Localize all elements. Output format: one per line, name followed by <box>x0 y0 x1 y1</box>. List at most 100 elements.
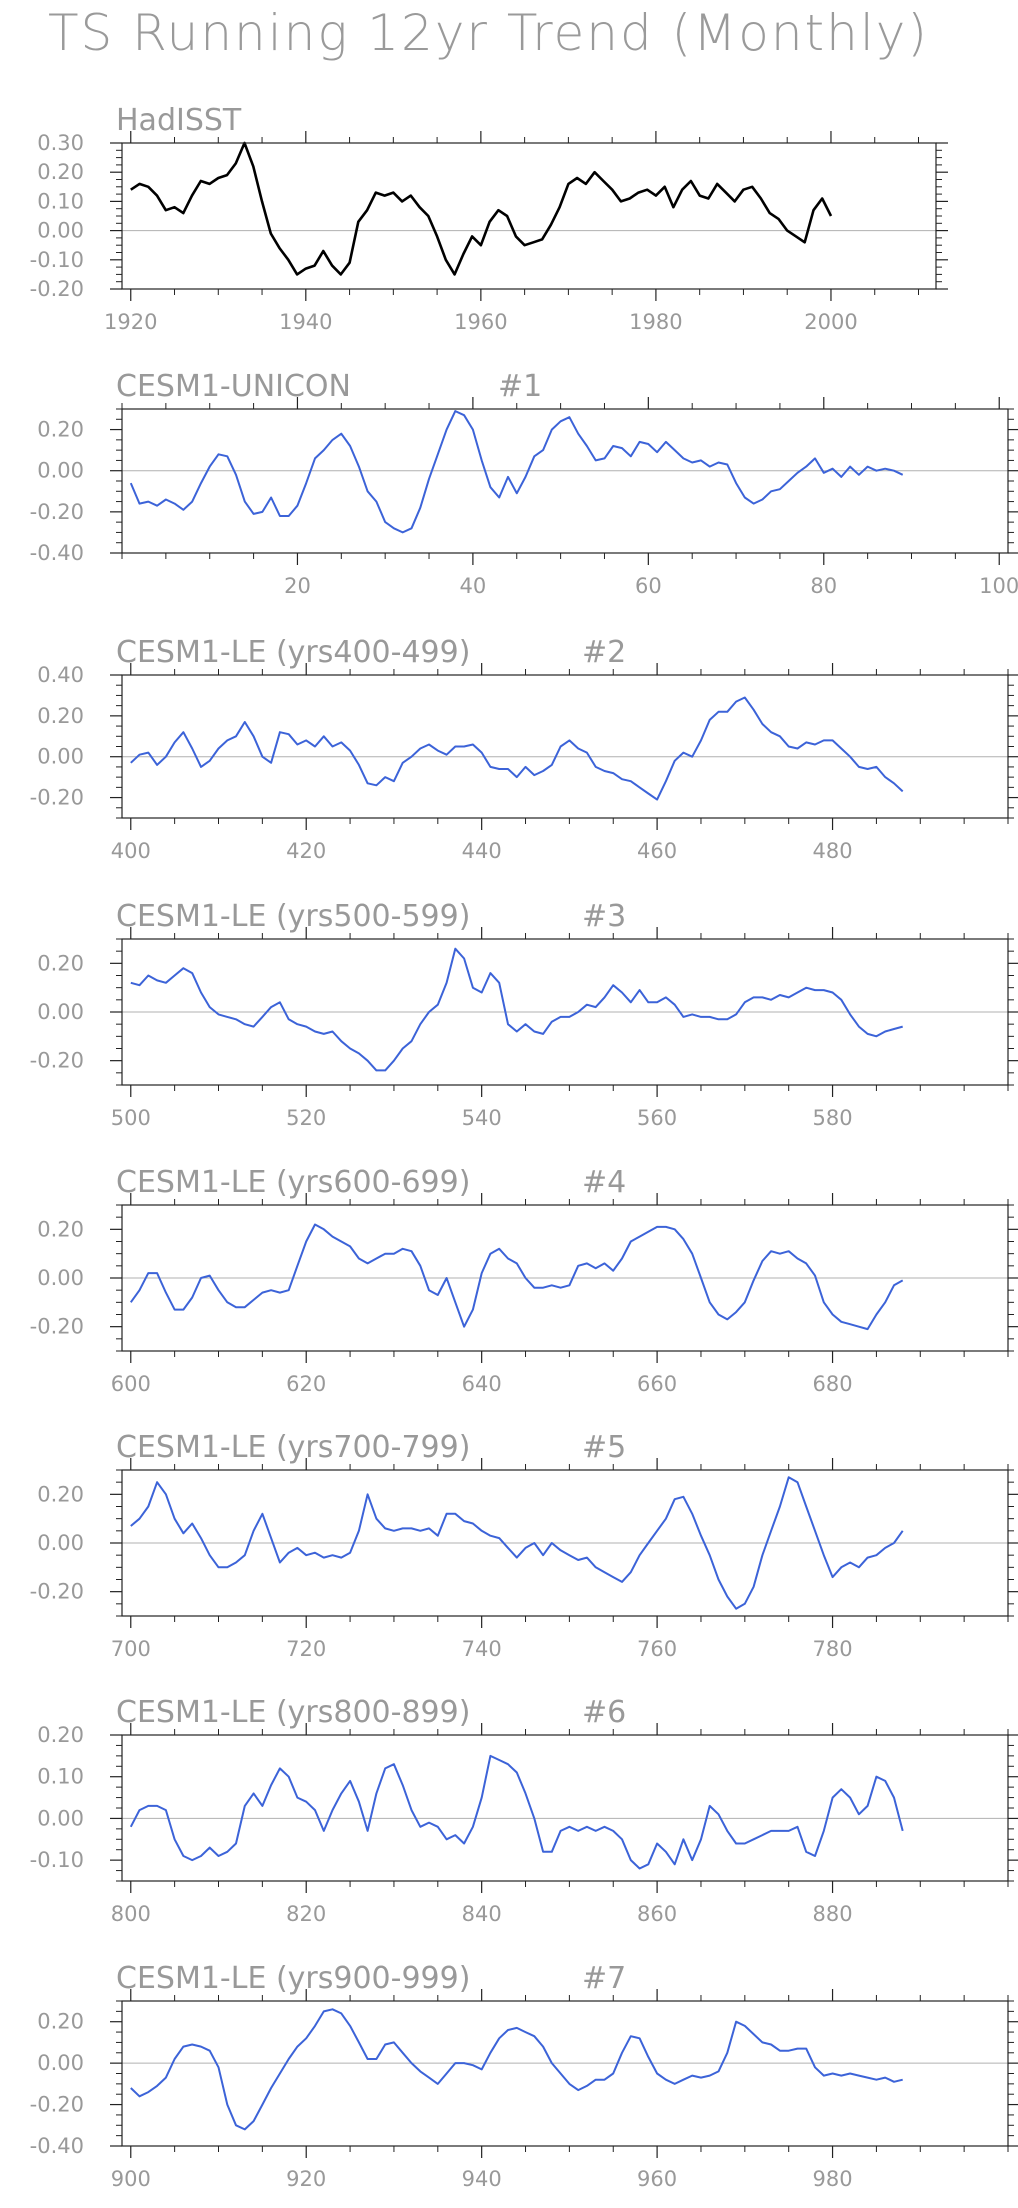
panel-6-x-tick-label: 740 <box>462 1637 502 1661</box>
panel-2-x-tick-label: 80 <box>810 574 837 598</box>
panel-4-x-tick-label: 520 <box>286 1106 326 1130</box>
panel-5-y-tick-label: -0.20 <box>30 1315 84 1339</box>
panel-1-series-line <box>130 141 833 276</box>
panel-3-y-tick-label: -0.20 <box>30 786 84 810</box>
panel-7-y-tick-label: -0.10 <box>30 1848 84 1872</box>
panel-3-y-tick-label: 0.00 <box>37 745 84 769</box>
panel-5-run-label: #4 <box>582 1165 626 1200</box>
panel-3-x-tick-label: 460 <box>637 839 677 863</box>
panel-6-x-tick-label: 720 <box>286 1637 326 1661</box>
panel-8-title: CESM1-LE (yrs900-999) <box>116 1961 470 1996</box>
panel-5-x-tick-label: 660 <box>637 1372 677 1396</box>
panel-7-y-tick-label: 0.00 <box>37 1806 84 1830</box>
panel-3-x-tick-label: 420 <box>286 839 326 863</box>
panel-5-series-line <box>129 1223 904 1331</box>
panel-3-x-tick-label: 440 <box>462 839 502 863</box>
panel-6-y-tick-label: 0.00 <box>37 1531 84 1555</box>
panel-3-x-tick-label: 480 <box>813 839 853 863</box>
panel-1-x-tick-label: 1940 <box>279 310 332 334</box>
panel-1-y-tick-label: 0.30 <box>37 131 84 155</box>
panel-6-title: CESM1-LE (yrs700-799) <box>116 1430 470 1465</box>
panel-8-x-tick-label: 920 <box>286 2167 326 2191</box>
panel-8-y-tick-label: 0.20 <box>37 2010 84 2034</box>
panel-1-frame <box>121 142 937 290</box>
panel-8-x-tick-label: 900 <box>111 2167 151 2191</box>
panel-2-title: CESM1-UNICON <box>116 369 351 404</box>
panel-4-y-tick-label: 0.20 <box>37 951 84 975</box>
panel-8-x-tick-label: 980 <box>813 2167 853 2191</box>
panel-7-y-tick-label: 0.20 <box>37 1723 84 1747</box>
panel-2-y-tick-label: 0.20 <box>37 418 84 442</box>
panel-6-series-line <box>130 1476 904 1610</box>
panel-6-y-tick-label: -0.20 <box>30 1580 84 1604</box>
panel-4-series-line <box>130 947 903 1072</box>
panel-4-x-tick-label: 500 <box>111 1106 151 1130</box>
panel-5-x-tick-label: 620 <box>286 1372 326 1396</box>
panel-1-x-tick-label: 1960 <box>454 310 507 334</box>
panel-7-x-tick-label: 820 <box>286 1902 326 1926</box>
panel-3-y-tick-label: 0.40 <box>37 663 84 687</box>
panel-7-x-tick-label: 840 <box>462 1902 502 1926</box>
panel-7-y-tick-label: 0.10 <box>37 1765 84 1789</box>
panel-4-run-label: #3 <box>582 899 626 934</box>
panel-5-y-tick-label: 0.20 <box>37 1217 84 1241</box>
panel-6-x-tick-label: 760 <box>637 1637 677 1661</box>
page-title: TS Running 12yr Trend (Monthly) <box>48 4 929 62</box>
panel-8-x-tick-label: 960 <box>637 2167 677 2191</box>
panel-5-x-tick-label: 600 <box>111 1372 151 1396</box>
panel-6-run-label: #5 <box>582 1430 626 1465</box>
panel-1-y-tick-label: 0.10 <box>37 189 84 213</box>
panel-7-x-tick-label: 800 <box>111 1902 151 1926</box>
panel-1-x-tick-label: 1920 <box>104 310 157 334</box>
panel-7-run-label: #6 <box>582 1695 626 1730</box>
panel-3-x-tick-label: 400 <box>111 839 151 863</box>
panel-1-x-tick-label: 1980 <box>629 310 682 334</box>
panel-2-y-tick-label: -0.20 <box>30 500 84 524</box>
panel-8-x-tick-label: 940 <box>462 2167 502 2191</box>
panel-3-title: CESM1-LE (yrs400-499) <box>116 635 470 670</box>
panel-4-x-tick-label: 540 <box>462 1106 502 1130</box>
panel-3-series-line <box>130 696 904 801</box>
panel-2-x-tick-label: 60 <box>635 574 662 598</box>
panel-2-y-tick-label: 0.00 <box>37 459 84 483</box>
panel-8-y-tick-label: -0.20 <box>30 2093 84 2117</box>
panel-8-frame <box>121 2000 1009 2147</box>
panel-4-y-tick-label: 0.00 <box>37 1000 84 1024</box>
panel-2-x-tick-label: 40 <box>460 574 487 598</box>
panel-7-x-tick-label: 880 <box>813 1902 853 1926</box>
panel-2-x-tick-label: 100 <box>979 574 1018 598</box>
panel-5-x-tick-label: 640 <box>462 1372 502 1396</box>
panel-1-y-tick-label: -0.10 <box>30 248 84 272</box>
panel-2-frame <box>121 408 1009 554</box>
panel-2-series-line <box>129 410 904 534</box>
panel-5-title: CESM1-LE (yrs600-699) <box>116 1165 470 1200</box>
panel-8-run-label: #7 <box>582 1961 626 1996</box>
panel-8-y-tick-label: 0.00 <box>37 2051 84 2075</box>
panel-5-x-tick-label: 680 <box>813 1372 853 1396</box>
panel-8-series-line <box>130 2008 903 2131</box>
panel-2-run-label: #1 <box>498 369 542 404</box>
panel-1-title: HadISST <box>116 103 242 138</box>
panel-6-x-tick-label: 700 <box>111 1637 151 1661</box>
panel-6-y-tick-label: 0.20 <box>37 1482 84 1506</box>
panel-7-title: CESM1-LE (yrs800-899) <box>116 1695 470 1730</box>
panel-3-frame <box>121 674 1009 819</box>
panel-4-y-tick-label: -0.20 <box>30 1049 84 1073</box>
panel-1-y-tick-label: 0.00 <box>37 219 84 243</box>
panel-6-x-tick-label: 780 <box>813 1637 853 1661</box>
panel-1-y-tick-label: 0.20 <box>37 160 84 184</box>
panel-1-y-tick-label: -0.20 <box>30 277 84 301</box>
panel-3-y-tick-label: 0.20 <box>37 704 84 728</box>
panel-1-x-tick-label: 2000 <box>804 310 857 334</box>
panel-7-frame <box>121 1734 1009 1882</box>
panel-2-y-tick-label: -0.40 <box>30 541 84 565</box>
panel-4-title: CESM1-LE (yrs500-599) <box>116 899 470 934</box>
panel-8-y-tick-label: -0.40 <box>30 2134 84 2158</box>
panel-5-y-tick-label: 0.00 <box>37 1266 84 1290</box>
panel-3-run-label: #2 <box>582 635 626 670</box>
panel-7-series-line <box>129 1754 904 1870</box>
panel-4-x-tick-label: 580 <box>813 1106 853 1130</box>
panel-4-x-tick-label: 560 <box>637 1106 677 1130</box>
panel-7-x-tick-label: 860 <box>637 1902 677 1926</box>
